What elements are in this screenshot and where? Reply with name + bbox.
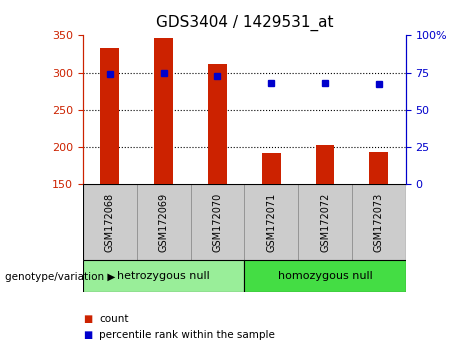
Bar	[208, 64, 227, 184]
Bar	[369, 152, 388, 184]
Text: ■: ■	[83, 314, 92, 324]
Text: hetrozygous null: hetrozygous null	[117, 271, 210, 281]
FancyBboxPatch shape	[244, 260, 406, 292]
Text: GSM172069: GSM172069	[159, 193, 169, 252]
Text: percentile rank within the sample: percentile rank within the sample	[99, 330, 275, 339]
FancyBboxPatch shape	[298, 184, 352, 260]
FancyBboxPatch shape	[83, 184, 137, 260]
FancyBboxPatch shape	[83, 260, 244, 292]
Bar	[262, 153, 281, 184]
Bar	[154, 38, 173, 184]
Text: GSM172072: GSM172072	[320, 193, 330, 252]
Text: homozygous null: homozygous null	[278, 271, 372, 281]
Bar	[316, 145, 334, 184]
Text: GSM172071: GSM172071	[266, 193, 276, 252]
Text: count: count	[99, 314, 129, 324]
Title: GDS3404 / 1429531_at: GDS3404 / 1429531_at	[155, 15, 333, 31]
Text: genotype/variation ▶: genotype/variation ▶	[5, 272, 115, 282]
Text: GSM172068: GSM172068	[105, 193, 115, 252]
Text: GSM172070: GSM172070	[213, 193, 223, 252]
Text: GSM172073: GSM172073	[374, 193, 384, 252]
FancyBboxPatch shape	[190, 184, 244, 260]
FancyBboxPatch shape	[244, 184, 298, 260]
FancyBboxPatch shape	[137, 184, 190, 260]
Bar	[100, 48, 119, 184]
Text: ■: ■	[83, 330, 92, 339]
FancyBboxPatch shape	[352, 184, 406, 260]
